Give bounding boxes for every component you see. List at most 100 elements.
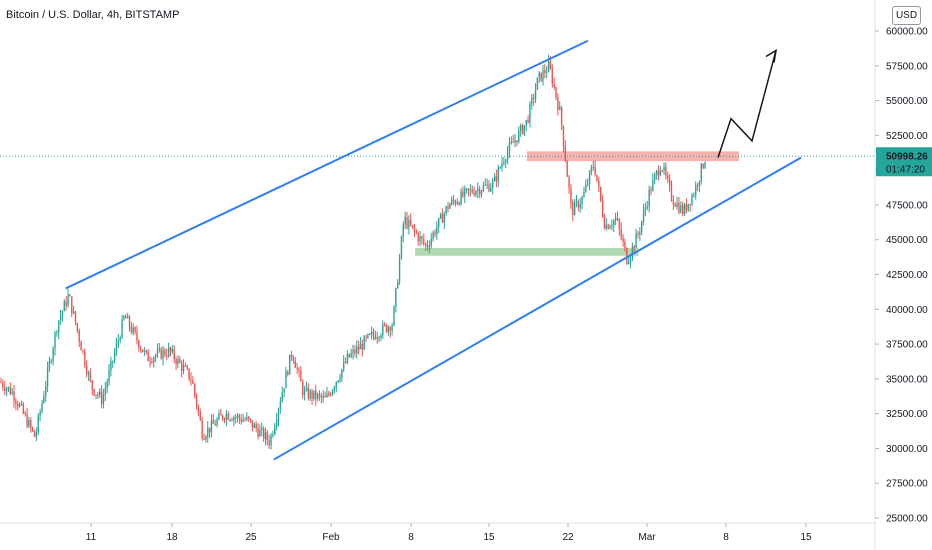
candle-body — [564, 146, 567, 162]
candle-body — [547, 61, 550, 72]
candle-body — [248, 416, 250, 419]
candle-body — [324, 395, 326, 398]
candle-body — [194, 383, 196, 395]
candle-body — [22, 404, 25, 414]
candle-body — [292, 356, 295, 361]
candle-body — [125, 316, 127, 319]
candle-body — [434, 232, 436, 235]
candle-body — [356, 346, 358, 354]
candle-body — [352, 349, 354, 354]
candle-body — [46, 367, 49, 387]
candle-body — [63, 301, 66, 312]
candle-body — [678, 202, 680, 213]
candle-body — [626, 248, 628, 264]
time-tick-label: 11 — [86, 532, 97, 543]
candle-body — [618, 219, 621, 229]
candle-body — [249, 418, 252, 421]
candle-body — [369, 333, 371, 335]
candle-body — [456, 202, 459, 204]
candle-body — [180, 362, 183, 372]
candle-body — [130, 326, 133, 333]
candle-body — [166, 355, 168, 357]
candle-body — [233, 417, 235, 421]
candle-body — [97, 394, 99, 396]
candle-body — [492, 181, 494, 188]
channel-upper-line — [65, 39, 589, 290]
candle-body — [214, 423, 216, 426]
candle-body — [534, 89, 537, 99]
candle-body — [685, 204, 688, 211]
time-tick-label: 15 — [483, 532, 495, 543]
price-tick-label: 27500.00 — [886, 479, 928, 490]
candle-body — [212, 420, 215, 424]
candle-body — [318, 393, 321, 396]
candle-body — [540, 72, 542, 81]
candle-body — [84, 351, 86, 366]
candle-body — [449, 204, 451, 209]
candle-body — [482, 185, 485, 191]
candle-body — [225, 413, 228, 420]
candle-body — [568, 176, 570, 189]
candle-body — [594, 166, 596, 175]
currency-button[interactable]: USD — [892, 6, 921, 25]
candle-body — [348, 353, 350, 358]
candle-body — [205, 436, 207, 440]
candle-body — [590, 167, 593, 172]
price-tick-label: 45000.00 — [886, 235, 928, 246]
candle-body — [464, 188, 466, 197]
time-tick-label: 8 — [408, 532, 414, 543]
candle-body — [592, 166, 594, 168]
candle-body — [529, 103, 531, 123]
candle-body — [113, 352, 116, 361]
candle-body — [279, 401, 282, 410]
candle-body — [402, 224, 404, 237]
candle-body — [173, 349, 175, 360]
candle-body — [411, 225, 414, 227]
candle-body — [106, 382, 108, 389]
candle-body — [654, 174, 656, 180]
price-tick-label: 37500.00 — [886, 340, 928, 351]
candle-body — [322, 395, 324, 398]
candle-body — [646, 206, 648, 208]
candle-body — [596, 174, 598, 181]
candle-body — [495, 176, 498, 182]
candle-body — [601, 200, 604, 217]
candle-body — [320, 395, 323, 398]
candle-body — [43, 396, 45, 403]
candle-body — [611, 225, 613, 227]
candle-body — [382, 324, 384, 336]
candle-body — [117, 340, 120, 344]
price-tick-label: 25000.00 — [886, 514, 928, 525]
candle-body — [52, 348, 54, 361]
candle-body — [693, 195, 695, 197]
price-tick-label: 52500.00 — [886, 131, 928, 142]
candle-body — [555, 86, 557, 98]
candle-body — [430, 238, 432, 246]
candle-body — [288, 354, 291, 375]
candle-body — [559, 106, 561, 110]
candle-body — [383, 324, 386, 326]
candle-body — [354, 349, 356, 354]
candle-body — [91, 380, 93, 390]
candle-body — [344, 361, 347, 363]
candle-body — [59, 315, 62, 321]
candle-body — [298, 368, 300, 371]
candle-body — [514, 140, 516, 143]
candle-body — [56, 332, 58, 334]
candle-body — [61, 311, 64, 316]
candle-body — [357, 346, 360, 350]
last-price-label: 50998.26 — [886, 151, 928, 162]
candle-body — [99, 391, 101, 396]
candle-body — [616, 218, 619, 220]
candle-body — [203, 437, 205, 440]
drawings-layer — [65, 39, 802, 461]
candle-body — [572, 202, 574, 216]
candle-body — [179, 358, 181, 363]
candle-body — [167, 347, 170, 357]
candle-body — [28, 420, 30, 427]
candle-body — [370, 332, 373, 334]
candle-body — [283, 388, 285, 393]
candle-body — [48, 361, 51, 368]
